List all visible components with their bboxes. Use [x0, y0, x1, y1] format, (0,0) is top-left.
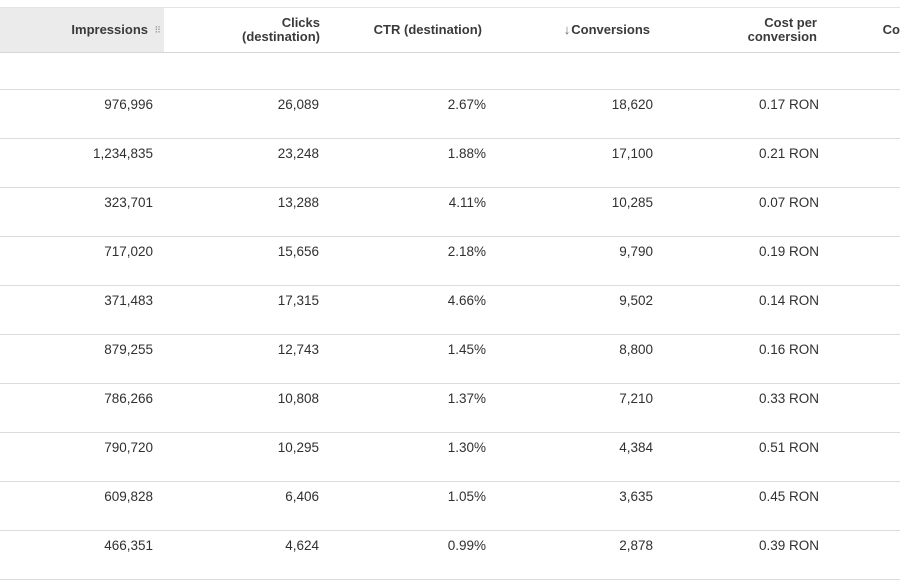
cell-cost-per-conversion: 0.16 RON — [758, 342, 819, 357]
table-row[interactable]: 790,720 10,295 1.30% 4,384 0.51 RON — [0, 433, 900, 482]
cell-clicks: 15,656 — [277, 244, 319, 259]
cell-conversions: 10,285 — [611, 195, 653, 210]
column-header-label: Co — [882, 22, 900, 37]
cell-clicks: 6,406 — [285, 489, 319, 504]
table-row[interactable]: 786,266 10,808 1.37% 7,210 0.33 RON — [0, 384, 900, 433]
column-header-label: Conversions — [571, 22, 650, 37]
column-header-label: Impressions — [71, 22, 148, 37]
table-row[interactable]: 1,234,835 23,248 1.88% 17,100 0.21 RON — [0, 139, 900, 188]
column-header-clicks-destination[interactable]: Clicks (destination) — [164, 8, 320, 52]
table-row[interactable]: 466,351 4,624 0.99% 2,878 0.39 RON — [0, 531, 900, 580]
cell-cost-per-conversion: 0.21 RON — [758, 146, 819, 161]
cell-clicks: 10,295 — [277, 440, 319, 455]
column-header-ctr-destination[interactable]: CTR (destination) — [320, 8, 482, 52]
column-header-label-line2: conversion — [747, 29, 817, 44]
cell-ctr: 2.67% — [447, 97, 486, 112]
cell-clicks: 23,248 — [277, 146, 319, 161]
cell-cost-per-conversion: 0.14 RON — [758, 293, 819, 308]
cell-impressions: 786,266 — [104, 391, 153, 406]
cell-impressions: 609,828 — [104, 489, 153, 504]
column-header-impressions[interactable]: Impressions ⠿ — [0, 8, 164, 52]
cell-cost-per-conversion: 0.45 RON — [758, 489, 819, 504]
cell-ctr: 1.30% — [447, 440, 486, 455]
cell-ctr: 4.66% — [447, 293, 486, 308]
cell-cost-per-conversion: 0.51 RON — [758, 440, 819, 455]
column-header-label: Clicks (destination) — [242, 16, 320, 44]
cell-cost-per-conversion: 0.39 RON — [758, 538, 819, 553]
table-row[interactable]: 371,483 17,315 4.66% 9,502 0.14 RON — [0, 286, 900, 335]
cell-conversions: 8,800 — [619, 342, 653, 357]
table-row[interactable]: 717,020 15,656 2.18% 9,790 0.19 RON — [0, 237, 900, 286]
cell-ctr: 2.18% — [447, 244, 486, 259]
cell-cost-per-conversion: 0.33 RON — [758, 391, 819, 406]
column-header-label-line1: Cost per — [764, 15, 817, 30]
cell-cost-per-conversion: 0.19 RON — [758, 244, 819, 259]
cell-impressions: 976,996 — [104, 97, 153, 112]
column-header-label: Cost per conversion — [748, 16, 817, 44]
cell-clicks: 17,315 — [277, 293, 319, 308]
cell-conversions: 9,502 — [619, 293, 653, 308]
column-header-label-line1: Clicks — [281, 15, 320, 30]
cell-ctr: 4.11% — [448, 195, 486, 210]
cell-impressions: 879,255 — [104, 342, 153, 357]
table-row[interactable]: 976,996 26,089 2.67% 18,620 0.17 RON — [0, 90, 900, 139]
cell-conversions: 4,384 — [619, 440, 653, 455]
cell-impressions: 323,701 — [104, 195, 153, 210]
table-row[interactable]: 879,255 12,743 1.45% 8,800 0.16 RON — [0, 335, 900, 384]
cell-ctr: 0.99% — [447, 538, 486, 553]
cell-conversions: 9,790 — [619, 244, 653, 259]
cell-conversions: 3,635 — [619, 489, 653, 504]
cell-impressions: 1,234,835 — [92, 146, 153, 161]
cell-impressions: 717,020 — [104, 244, 153, 259]
cell-impressions: 466,351 — [104, 538, 153, 553]
cell-impressions: 371,483 — [104, 293, 153, 308]
cell-cost-per-conversion: 0.07 RON — [758, 195, 819, 210]
cell-conversions: 18,620 — [611, 97, 653, 112]
cell-conversions: 7,210 — [619, 391, 653, 406]
cell-clicks: 4,624 — [285, 538, 319, 553]
cell-cost-per-conversion: 0.17 RON — [758, 97, 819, 112]
column-header-conversions[interactable]: ↓ Conversions — [482, 8, 650, 52]
summary-row-empty — [0, 52, 900, 90]
cell-conversions: 2,878 — [619, 538, 653, 553]
column-header-truncated[interactable]: Co — [817, 8, 900, 52]
sort-descending-icon: ↓ — [563, 22, 571, 37]
cell-clicks: 10,808 — [277, 391, 319, 406]
cell-clicks: 26,089 — [277, 97, 319, 112]
cell-clicks: 12,743 — [277, 342, 319, 357]
cell-ctr: 1.05% — [447, 489, 486, 504]
table-row[interactable]: 609,828 6,406 1.05% 3,635 0.45 RON — [0, 482, 900, 531]
cell-ctr: 1.45% — [447, 342, 486, 357]
cell-conversions: 17,100 — [611, 146, 653, 161]
column-header-cost-per-conversion[interactable]: Cost per conversion — [650, 8, 817, 52]
column-header-label: CTR (destination) — [373, 22, 482, 37]
column-header-label-line2: (destination) — [242, 29, 320, 44]
cell-impressions: 790,720 — [104, 440, 153, 455]
table-row[interactable]: 323,701 13,288 4.11% 10,285 0.07 RON — [0, 188, 900, 237]
table-header: Impressions ⠿ Clicks (destination) CTR (… — [0, 7, 900, 53]
cell-ctr: 1.37% — [447, 391, 486, 406]
cell-ctr: 1.88% — [447, 146, 486, 161]
drag-handle-icon[interactable]: ⠿ — [154, 25, 161, 35]
cell-clicks: 13,288 — [277, 195, 319, 210]
